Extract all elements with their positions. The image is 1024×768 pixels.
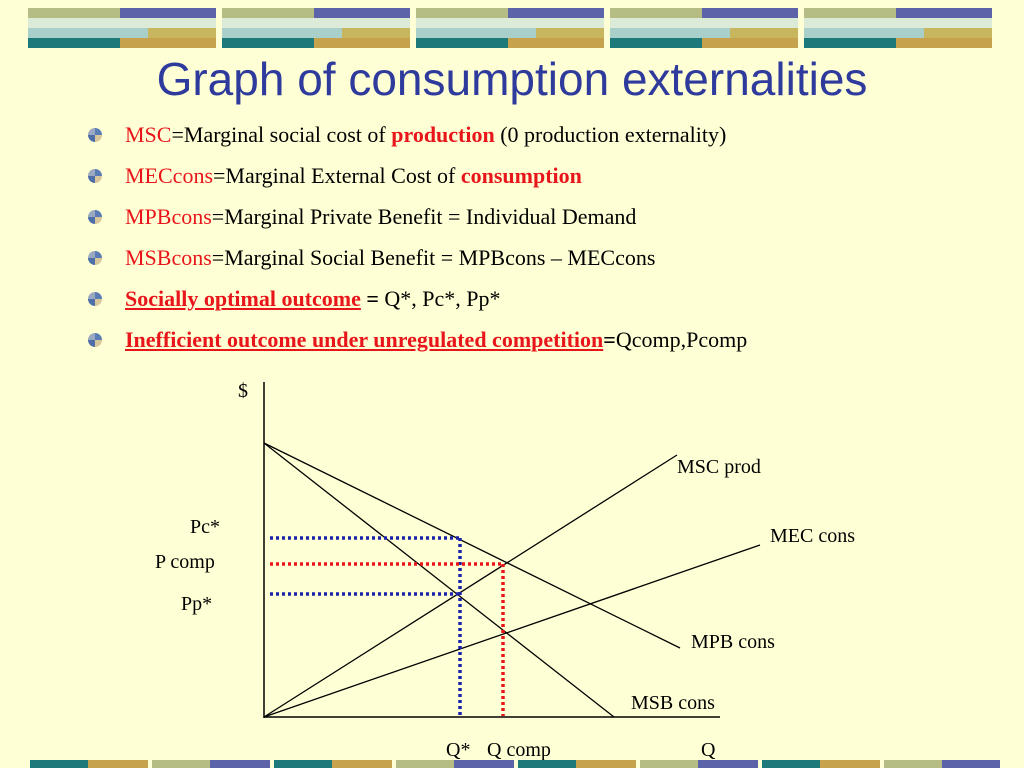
definition-text: =Marginal Private Benefit = Individual D… [211, 204, 637, 229]
msc-prod-label: MSC prod [677, 456, 761, 478]
msb-cons-curve [263, 442, 615, 718]
bullet-inefficient: Inefficient outcome under unregulated co… [88, 325, 747, 366]
banner-segment [698, 760, 758, 768]
bullet-msbcons: MSBcons=Marginal Social Benefit = MPBcon… [88, 243, 747, 284]
emphasis-production: production [391, 122, 495, 147]
definition-text: =Marginal External Cost of [213, 163, 461, 188]
slide-title: Graph of consumption externalities [156, 53, 868, 105]
bullet-msc: MSC=Marginal social cost of production (… [88, 120, 747, 161]
banner-segment [332, 760, 392, 768]
term-inefficient-outcome: Inefficient outcome under unregulated co… [125, 327, 604, 352]
banner-segment [274, 760, 332, 768]
decorative-bottom-banner [30, 760, 1000, 768]
banner-segment [454, 760, 514, 768]
definition-list: MSC=Marginal social cost of production (… [88, 120, 747, 366]
term-mpbcons: MPBcons [125, 204, 212, 229]
mpb-cons-label: MPB cons [691, 631, 775, 653]
equals-sign: = [603, 327, 616, 352]
q-star-label: Q* [446, 739, 470, 761]
term-msc: MSC [125, 122, 172, 147]
msb-cons-label: MSB cons [631, 692, 715, 714]
bullet-socially-optimal: Socially optimal outcome = Q*, Pc*, Pp* [88, 284, 747, 325]
banner-segment [640, 760, 698, 768]
definition-text: =Marginal Social Benefit = MPBcons – MEC… [211, 245, 656, 270]
banner-segment [30, 760, 88, 768]
banner-tile [804, 8, 992, 48]
banner-tile [222, 8, 410, 48]
equals-sign: = [360, 286, 385, 311]
definition-text: =Marginal social cost of [171, 122, 392, 147]
pc-star-label: Pc* [190, 516, 220, 538]
bullet-icon [88, 251, 102, 265]
decorative-top-banner [28, 8, 998, 48]
msc-prod-curve [263, 454, 678, 718]
bullet-icon [88, 128, 102, 142]
bullet-icon [88, 292, 102, 306]
emphasis-consumption: consumption [460, 163, 582, 188]
banner-segment [942, 760, 1000, 768]
bullet-mpbcons: MPBcons=Marginal Private Benefit = Indiv… [88, 202, 747, 243]
banner-tile [28, 8, 216, 48]
definition-text: (0 production externality) [494, 122, 727, 147]
banner-segment [518, 760, 576, 768]
banner-segment [88, 760, 148, 768]
definition-text: Qcomp,Pcomp [615, 327, 748, 352]
definition-text: Q*, Pc*, Pp* [384, 286, 501, 311]
bullet-meccons: MECcons=Marginal External Cost of consum… [88, 161, 747, 202]
term-meccons: MECcons [125, 163, 213, 188]
banner-segment [762, 760, 820, 768]
q-comp-label: Q comp [487, 739, 551, 761]
banner-segment [820, 760, 880, 768]
banner-tile [610, 8, 798, 48]
term-socially-optimal: Socially optimal outcome [125, 286, 361, 311]
banner-segment [152, 760, 210, 768]
bullet-icon [88, 169, 102, 183]
banner-segment [884, 760, 942, 768]
bullet-icon [88, 210, 102, 224]
banner-segment [396, 760, 454, 768]
mec-cons-curve [263, 544, 761, 718]
banner-tile [416, 8, 604, 48]
banner-segment [576, 760, 636, 768]
x-axis-label: Q [701, 739, 716, 761]
pp-star-label: Pp* [181, 593, 212, 615]
mec-cons-label: MEC cons [770, 525, 855, 547]
p-comp-label: P comp [155, 551, 215, 573]
bullet-icon [88, 333, 102, 347]
term-msbcons: MSBcons [125, 245, 212, 270]
mpb-cons-curve [263, 442, 681, 649]
banner-segment [210, 760, 270, 768]
y-axis-label: $ [238, 380, 248, 402]
